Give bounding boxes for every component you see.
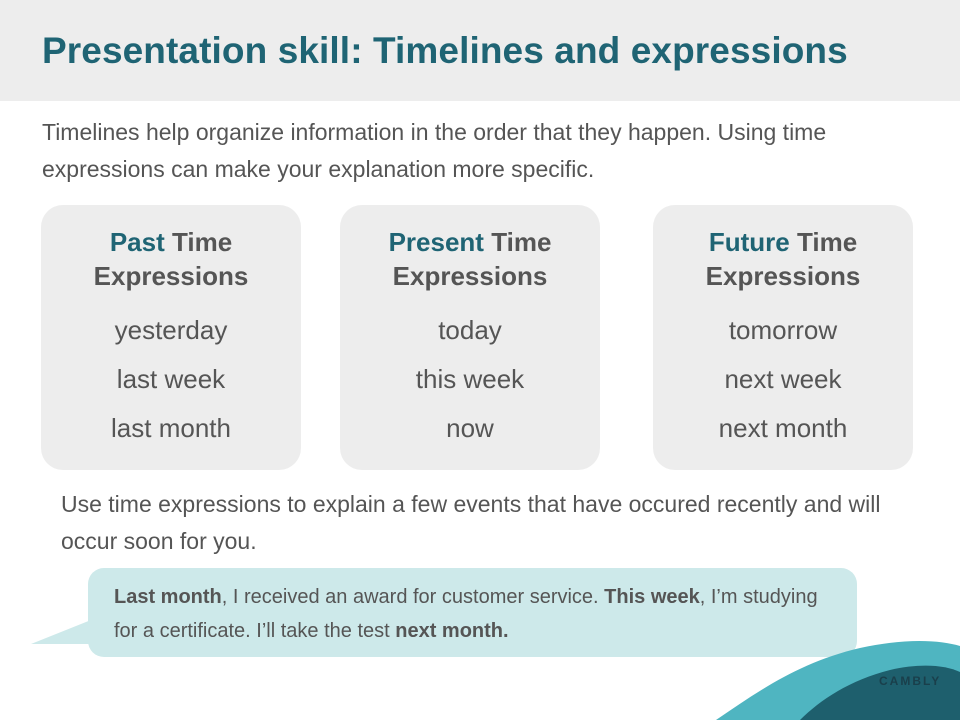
cambly-logo: CAMBLY	[879, 674, 941, 688]
